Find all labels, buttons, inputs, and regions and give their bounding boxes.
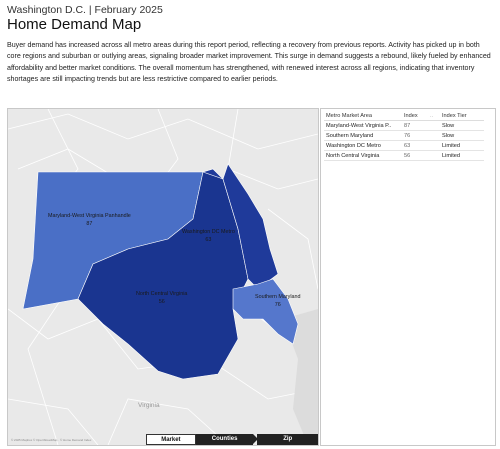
- cell-spacer: [428, 140, 440, 151]
- cell-area: Southern Maryland: [324, 130, 402, 141]
- region-name: Southern Maryland: [255, 294, 301, 300]
- region-washington-dc-metro[interactable]: [202, 163, 279, 290]
- tab-label: Zip Codes: [283, 436, 293, 442]
- region-name: Washington DC Metro: [182, 229, 235, 235]
- map-level-tabs: Market Areas Counties Zip Codes: [146, 434, 318, 445]
- cell-index: 56: [402, 150, 428, 161]
- cell-tier: Slow: [440, 130, 484, 141]
- table-row[interactable]: Washington DC Metro 63 Limited: [324, 140, 484, 151]
- cell-spacer: [428, 130, 440, 141]
- map-label-north-central-virginia: North Central Virginia 56: [136, 290, 187, 306]
- cell-tier: Limited: [440, 140, 484, 151]
- table-row[interactable]: Southern Maryland 76 Slow: [324, 130, 484, 141]
- cell-area: Maryland-West Virginia P..: [324, 120, 402, 131]
- cell-tier: Limited: [440, 150, 484, 161]
- cell-index: 76: [402, 130, 428, 141]
- tab-zip-codes[interactable]: Zip Codes: [257, 434, 318, 445]
- region-name: Maryland-West Virginia Panhandle: [48, 213, 131, 219]
- demand-map[interactable]: Maryland-West Virginia Panhandle 87 Wash…: [7, 108, 319, 446]
- region-index: 56: [158, 299, 165, 305]
- col-header-sort-icon[interactable]: ..: [428, 111, 440, 121]
- tab-label: Counties: [211, 436, 238, 442]
- cell-tier: Slow: [440, 120, 484, 131]
- cell-index: 63: [402, 140, 428, 151]
- col-header-tier[interactable]: Index Tier: [440, 111, 484, 121]
- cell-spacer: [428, 150, 440, 161]
- region-southern-maryland[interactable]: [232, 278, 299, 345]
- map-label-washington-dc-metro: Washington DC Metro 63: [182, 228, 235, 244]
- col-header-area[interactable]: Metro Market Area: [324, 111, 402, 121]
- region-index: 63: [205, 237, 212, 243]
- cell-spacer: [428, 120, 440, 131]
- map-label-maryland-west-virginia: Maryland-West Virginia Panhandle 87: [48, 212, 131, 228]
- table-row[interactable]: Maryland-West Virginia P.. 87 Slow: [324, 120, 484, 131]
- tab-market-areas[interactable]: Market Areas: [146, 434, 196, 445]
- region-index: 76: [274, 302, 281, 308]
- col-header-index[interactable]: Index: [402, 111, 428, 121]
- report-description: Buyer demand has increased across all me…: [7, 41, 491, 84]
- cell-area: North Central Virginia: [324, 150, 402, 161]
- cell-index: 87: [402, 120, 428, 131]
- tab-arrow-icon: [253, 434, 259, 444]
- tab-label: Market Areas: [161, 437, 181, 443]
- map-attribution: © 2025 Mapbox © OpenStreetMap · © Home D…: [11, 438, 92, 442]
- region-name: North Central Virginia: [136, 291, 188, 297]
- cell-area: Washington DC Metro: [324, 140, 402, 151]
- map-canvas[interactable]: [8, 109, 318, 445]
- county-lines: [8, 109, 318, 445]
- place-label-virginia: Virginia: [138, 402, 160, 409]
- tab-counties[interactable]: Counties: [195, 434, 259, 445]
- page-title: Home Demand Map: [7, 16, 142, 33]
- bay-water: [283, 309, 318, 445]
- table-row[interactable]: North Central Virginia 56 Limited: [324, 150, 484, 161]
- market-area-table: Metro Market Area Index .. Index Tier Ma…: [324, 111, 484, 161]
- report-subtitle: Washington D.C. | February 2025: [7, 4, 163, 16]
- region-index: 87: [86, 221, 93, 227]
- market-area-table-panel: Metro Market Area Index .. Index Tier Ma…: [320, 108, 496, 446]
- table-header-row: Metro Market Area Index .. Index Tier: [324, 111, 484, 121]
- map-label-southern-maryland: Southern Maryland 76: [255, 293, 301, 309]
